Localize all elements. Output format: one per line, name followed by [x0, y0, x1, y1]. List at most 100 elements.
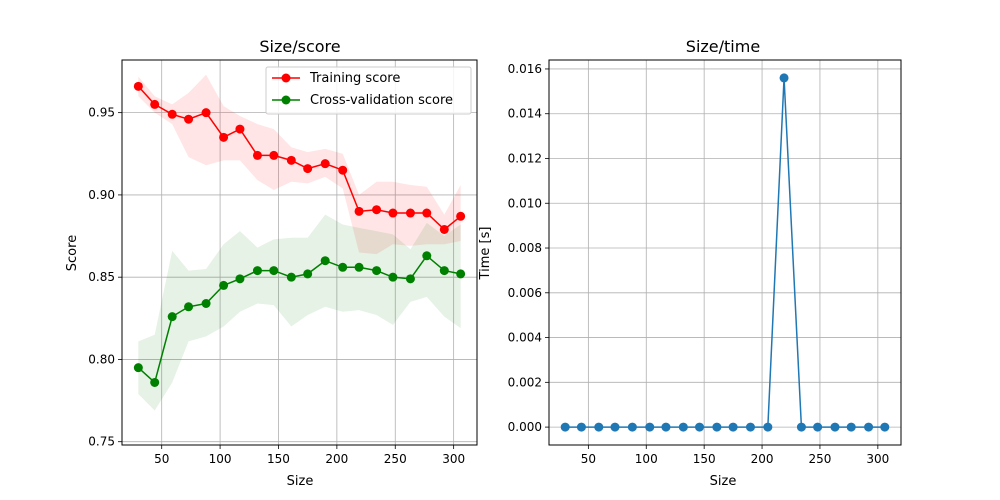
y-tick-label: 0.75 — [88, 435, 115, 449]
x-tick-label: 250 — [808, 452, 831, 466]
data-point-training — [388, 208, 398, 218]
time-chart: 50 100 150 200 250 300 0.000 0.002 0.004 0.006 0.0… — [478, 37, 902, 489]
data-point-cv — [286, 272, 296, 282]
x-tick-label: 50 — [154, 452, 169, 466]
data-point-cv — [252, 266, 262, 276]
y-tick-label: 0.004 — [508, 331, 542, 345]
data-point-time — [779, 73, 789, 83]
y-tick-label: 0.014 — [508, 107, 542, 121]
y-axis-label: Time [s] — [478, 227, 493, 281]
data-point-time — [610, 422, 620, 432]
y-tick-label: 0.85 — [88, 270, 115, 284]
x-axis-label: Size — [710, 474, 737, 489]
data-point-cv — [405, 274, 415, 284]
y-tick-label: 0.95 — [88, 106, 115, 120]
data-point-training — [372, 205, 382, 215]
data-point-cv — [150, 377, 160, 387]
legend-label-cv: Cross-validation score — [310, 93, 453, 108]
data-point-time — [594, 422, 604, 432]
plot-area: 50 100 150 200 250 300 0.75 0.80 0.85 0.90 0.95 — [88, 59, 478, 466]
data-point-time — [645, 422, 655, 432]
y-tick-label: 0.90 — [88, 188, 115, 202]
data-point-training — [405, 208, 415, 218]
x-tick-label: 150 — [693, 452, 716, 466]
axes-frame — [121, 59, 478, 446]
data-point-cv — [235, 274, 245, 284]
data-point-cv — [422, 251, 432, 261]
data-point-cv — [133, 363, 143, 373]
x-tick-label: 200 — [325, 452, 348, 466]
legend-label-training: Training score — [309, 71, 400, 86]
data-point-training — [320, 159, 330, 169]
data-point-training — [422, 208, 432, 218]
x-tick-label: 200 — [751, 452, 774, 466]
legend-marker-cv — [281, 95, 291, 105]
data-point-training — [252, 150, 262, 160]
data-point-cv — [354, 262, 364, 272]
y-tick-label: 0.016 — [508, 62, 542, 76]
data-point-time — [695, 422, 705, 432]
data-point-time — [728, 422, 738, 432]
data-point-cv — [184, 302, 194, 312]
x-tick-label: 100 — [209, 452, 232, 466]
y-tick-label: 0.008 — [508, 241, 542, 255]
data-point-time — [846, 422, 856, 432]
data-point-time — [880, 422, 890, 432]
data-point-training — [354, 206, 364, 216]
data-point-cv — [320, 256, 330, 266]
data-point-cv — [439, 266, 449, 276]
data-point-cv — [303, 269, 313, 279]
data-point-training — [184, 114, 194, 124]
data-point-cv — [219, 280, 229, 290]
data-point-cv — [167, 312, 177, 322]
y-axis-label: Score — [65, 235, 80, 271]
x-axis-label: Size — [287, 474, 314, 489]
x-tick-label: 50 — [581, 452, 596, 466]
legend: Training score Cross-validation score — [265, 66, 472, 115]
data-point-training — [338, 165, 348, 175]
x-tick-label: 300 — [442, 452, 465, 466]
band-cv — [138, 214, 461, 411]
data-point-time — [830, 422, 840, 432]
data-point-training — [286, 155, 296, 165]
data-point-time — [661, 422, 671, 432]
data-point-cv — [338, 262, 348, 272]
data-point-cv — [388, 272, 398, 282]
y-tick-label: 0.002 — [508, 375, 542, 389]
y-tick-label: 0.000 — [508, 420, 542, 434]
score-chart: 50 100 150 200 250 300 0.75 0.80 0.85 0.90 0.95 Si… — [65, 37, 478, 489]
data-point-time — [796, 422, 806, 432]
data-point-training — [303, 164, 313, 174]
legend-box — [265, 66, 472, 115]
data-point-time — [627, 422, 637, 432]
data-point-training — [439, 224, 449, 234]
data-point-time — [745, 422, 755, 432]
data-point-cv — [269, 266, 279, 276]
y-tick-label: 0.012 — [508, 151, 542, 165]
data-point-time — [864, 422, 874, 432]
y-tick-label: 0.006 — [508, 286, 542, 300]
y-tick-label: 0.010 — [508, 196, 542, 210]
x-tick-label: 100 — [635, 452, 658, 466]
legend-marker-training — [281, 73, 291, 83]
plot-area: 50 100 150 200 250 300 0.000 0.002 0.004 0.006 0.0… — [508, 59, 902, 466]
series-line-time — [565, 77, 885, 428]
data-point-training — [133, 81, 143, 91]
data-point-training — [167, 109, 177, 119]
data-point-cv — [372, 266, 382, 276]
chart-title: Size/score — [259, 37, 340, 56]
data-point-training — [456, 211, 466, 221]
x-tick-label: 150 — [267, 452, 290, 466]
y-tick-label: 0.80 — [88, 352, 115, 366]
data-point-cv — [456, 269, 466, 279]
data-point-time — [712, 422, 722, 432]
data-point-training — [201, 108, 211, 118]
data-point-training — [219, 132, 229, 142]
data-point-time — [763, 422, 773, 432]
data-point-cv — [201, 299, 211, 309]
data-point-training — [269, 150, 279, 160]
axes-frame — [548, 59, 902, 446]
x-tick-label: 250 — [384, 452, 407, 466]
data-point-time — [678, 422, 688, 432]
